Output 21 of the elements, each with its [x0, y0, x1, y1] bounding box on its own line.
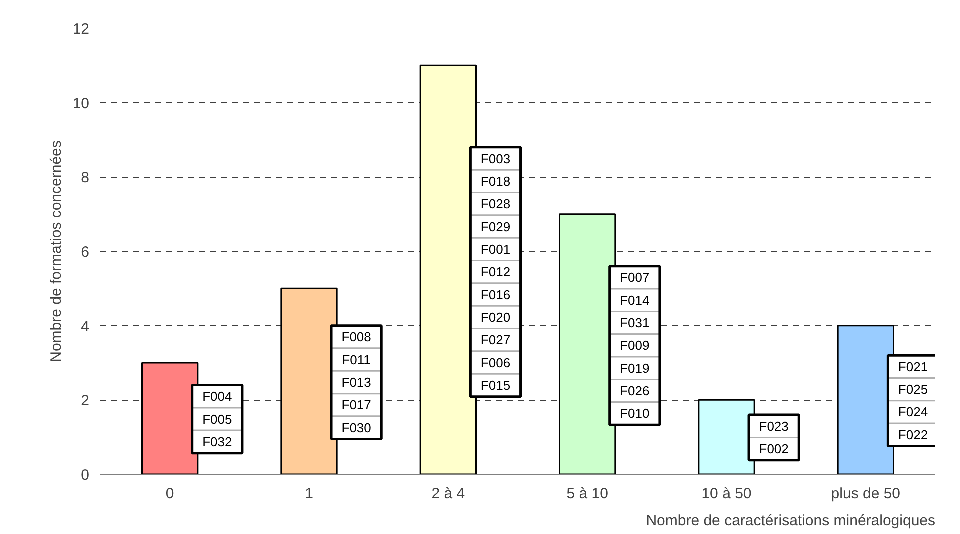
x-tick-label: plus de 50 — [831, 486, 901, 502]
y-tick-label: 0 — [81, 467, 90, 484]
y-axis-title: Nombre de formatios concernées — [48, 140, 65, 362]
y-tick-label: 4 — [81, 318, 90, 336]
y-tick-label: 12 — [72, 21, 90, 38]
x-tick-label: 1 — [305, 486, 314, 502]
text: F003 F018 F028 F029 F001 F012 F016 F020 F027 F006 F015 — [480, 151, 511, 393]
x-tick-label: 0 — [166, 486, 174, 502]
annotation: F023 F002 — [759, 418, 789, 457]
y-tick-label: 10 — [72, 95, 90, 112]
x-tick-label: 5 à 10 — [566, 486, 608, 502]
x-axis-title: Nombre de caractérisations minéralogiques — [646, 512, 936, 530]
annotation: F021 F025 F024 F022 — [898, 359, 928, 442]
annotation: F004 F005 F032 — [202, 389, 232, 450]
x-tick-label: 2 à 4 — [432, 486, 466, 502]
annotation: F008 F011 F013 F017 F030 — [342, 330, 372, 436]
y-tick-label: 8 — [81, 170, 90, 187]
y-tick-label: 6 — [81, 244, 90, 261]
annotation: F007 F014 F031 F009 F019 F026 F010 — [620, 270, 650, 422]
y-tick-label: 2 — [81, 392, 90, 410]
x-tick-label: 10 à 50 — [702, 486, 752, 502]
